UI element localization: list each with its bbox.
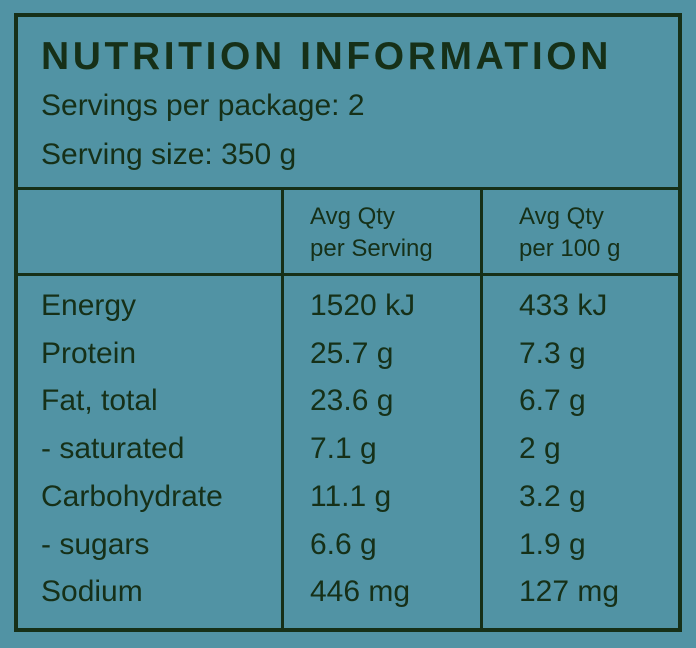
table-row: Energy 1520 kJ 433 kJ <box>18 282 678 330</box>
column-header-per-100g: Avg Qty per 100 g <box>519 201 620 265</box>
per-100g-value: 3.2 g <box>519 479 586 513</box>
nutrient-name: - saturated <box>41 432 185 466</box>
column-header-line: per 100 g <box>519 235 621 262</box>
per-serving-value: 6.6 g <box>310 527 377 561</box>
nutrient-name: Fat, total <box>41 384 158 418</box>
per-100g-value: 7.3 g <box>519 336 586 370</box>
per-serving-value: 7.1 g <box>310 432 377 466</box>
per-serving-value: 11.1 g <box>310 479 392 513</box>
per-100g-value: 433 kJ <box>519 289 608 322</box>
nutrient-name: Sodium <box>41 575 143 609</box>
nutrient-name: Protein <box>41 336 137 370</box>
nutrient-name: Carbohydrate <box>41 479 223 513</box>
serving-size: Serving size: 350 g <box>41 138 297 171</box>
table-row: - sugars 6.6 g 1.9 g <box>18 521 678 569</box>
per-100g-value: 2 g <box>519 432 561 466</box>
table-row: - saturated 7.1 g 2 g <box>18 425 678 473</box>
per-100g-value: 6.7 g <box>519 384 586 418</box>
per-serving-value: 23.6 g <box>310 384 394 418</box>
column-header-line: Avg Qty <box>310 203 395 230</box>
per-100g-value: 127 mg <box>519 575 620 609</box>
nutrition-panel: NUTRITION INFORMATION Servings per packa… <box>14 13 682 632</box>
divider <box>18 273 678 276</box>
per-serving-value: 25.7 g <box>310 336 394 370</box>
column-divider <box>480 190 483 628</box>
table-row: Sodium 446 mg 127 mg <box>18 568 678 616</box>
servings-per-package: Servings per package: 2 <box>41 89 365 122</box>
column-divider <box>281 190 284 628</box>
column-header-line: Avg Qty <box>519 203 604 230</box>
panel-title: NUTRITION INFORMATION <box>41 35 612 78</box>
column-header-per-serving: Avg Qty per Serving <box>310 201 433 265</box>
nutrient-name: Energy <box>41 289 137 322</box>
nutrient-name: - sugars <box>41 527 150 561</box>
per-100g-value: 1.9 g <box>519 527 586 561</box>
column-header-line: per Serving <box>310 235 433 262</box>
per-serving-value: 446 mg <box>310 575 411 609</box>
table-row: Protein 25.7 g 7.3 g <box>18 330 678 378</box>
table-row: Fat, total 23.6 g 6.7 g <box>18 377 678 425</box>
per-serving-value: 1520 kJ <box>310 289 416 322</box>
table-row: Carbohydrate 11.1 g 3.2 g <box>18 473 678 521</box>
divider <box>18 187 678 190</box>
